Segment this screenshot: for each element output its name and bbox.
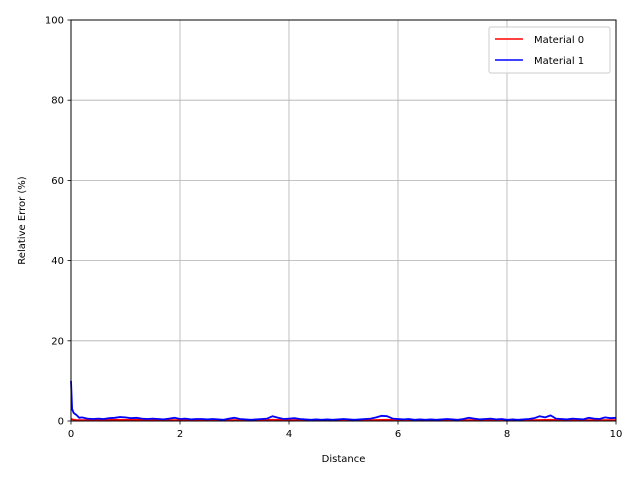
- x-tick-label: 10: [610, 429, 623, 440]
- x-tick-label: 4: [286, 429, 292, 440]
- x-tick-label: 6: [395, 429, 401, 440]
- legend-label-material-1: Material 1: [534, 56, 584, 67]
- series-layer: [70, 380, 617, 422]
- y-axis-label: Relative Error (%): [17, 176, 28, 264]
- grid: [70, 19, 617, 422]
- legend-label-material-0: Material 0: [534, 35, 584, 46]
- legend: Material 0 Material 1: [488, 26, 611, 74]
- x-tick-label: 0: [68, 429, 74, 440]
- axes-frame: [70, 19, 617, 422]
- y-tick-label: 100: [45, 16, 64, 27]
- x-tick-label: 8: [504, 429, 510, 440]
- y-tick-label: 40: [51, 256, 64, 267]
- x-tick-label: 2: [177, 429, 183, 440]
- x-axis-label: Distance: [322, 454, 366, 465]
- series-line-material-1: [70, 380, 617, 421]
- y-tick-label: 60: [51, 176, 64, 187]
- y-tick-label: 80: [51, 96, 64, 107]
- y-tick-label: 20: [51, 336, 64, 347]
- y-tick-label: 0: [58, 417, 64, 428]
